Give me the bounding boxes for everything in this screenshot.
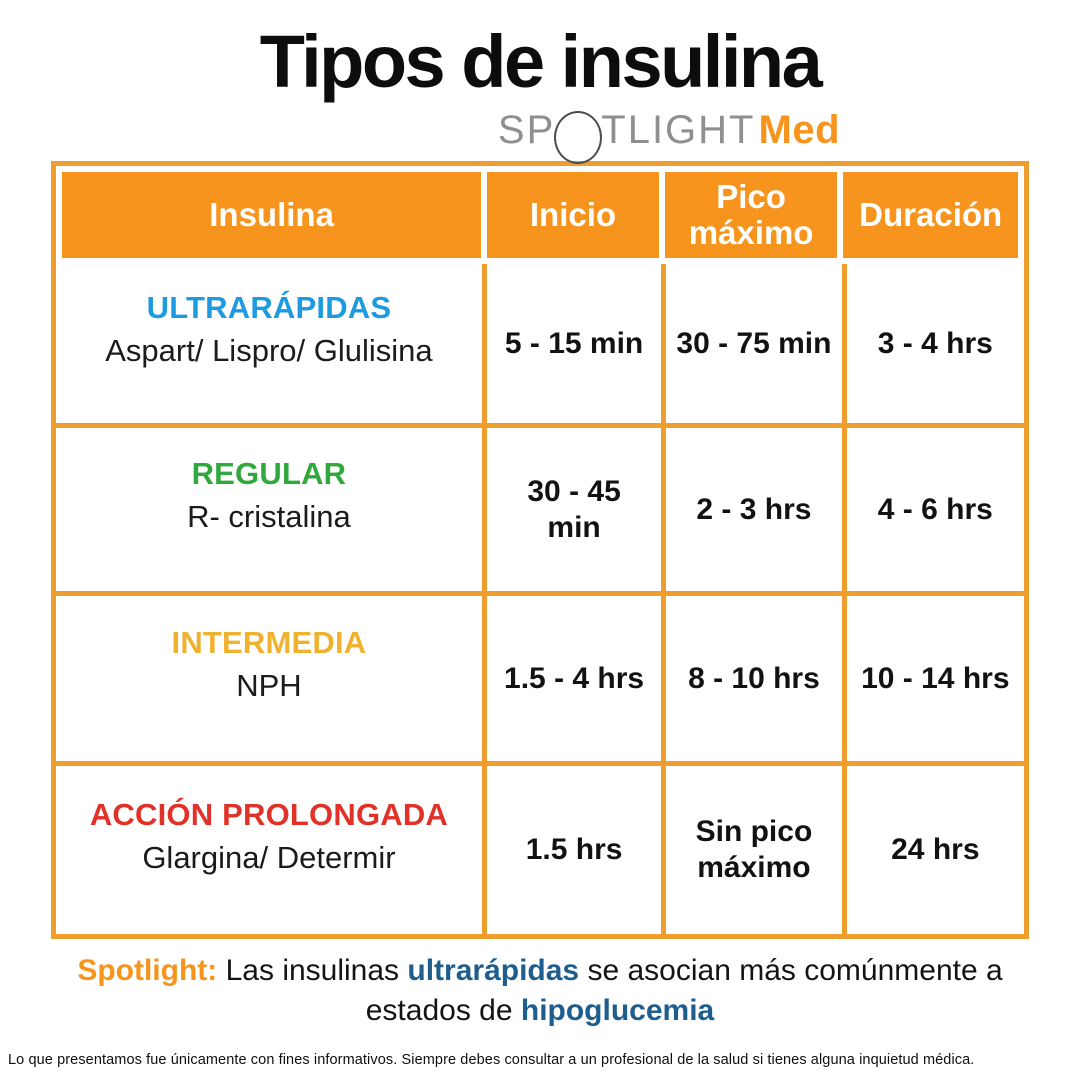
table-cell: 10 - 14 hrs	[846, 596, 1024, 762]
disclaimer-text: Lo que presentamos fue únicamente con fi…	[8, 1052, 975, 1068]
pico-maximo-value: 8 - 10 hrs	[688, 661, 820, 695]
inicio-value: 1.5 hrs	[525, 833, 623, 867]
note-highlight-ultrarapidas: ultrarápidas	[407, 954, 580, 988]
logo-text-after: TLIGHT	[601, 108, 756, 152]
table-cell: 30 - 75 min	[666, 264, 842, 424]
insulin-type-name: ACCIÓN PROLONGADA	[89, 796, 449, 832]
header-duracion: Duración	[843, 172, 1018, 259]
table-cell: 1.5 - 4 hrs	[486, 596, 662, 762]
pico-maximo-value: Sin pico máximo	[695, 815, 813, 885]
header-pico-maximo: Pico máximo	[664, 172, 838, 259]
pico-maximo-value: 30 - 75 min	[676, 326, 832, 360]
table-cell: 8 - 10 hrs	[666, 596, 842, 762]
table-header-row: Insulina Inicio Pico máximo Duración	[56, 166, 1024, 265]
spotlightmed-logo: SP TLIGHT Med	[497, 104, 840, 164]
page-title: Tipos de insulina	[259, 20, 823, 103]
spotlight-label: Spotlight:	[77, 954, 218, 988]
header-inicio: Inicio	[487, 172, 659, 259]
table-cell: 24 hrs	[846, 766, 1024, 935]
table-row-ultrarapidas-name: ULTRARÁPIDAS Aspart/ Lispro/ Glulisina	[56, 264, 482, 424]
duracion-value: 4 - 6 hrs	[877, 492, 993, 526]
table-cell: 1.5 hrs	[486, 766, 662, 935]
inicio-value: 5 - 15 min	[504, 326, 644, 360]
table-row-intermedia-name: INTERMEDIA NPH	[56, 596, 482, 762]
duracion-value: 24 hrs	[891, 833, 980, 867]
pico-maximo-value: 2 - 3 hrs	[696, 492, 812, 526]
logo-text-before: SP	[497, 108, 556, 152]
table-cell: 30 - 45 min	[486, 428, 662, 592]
insulin-examples: Glargina/ Determir	[142, 839, 396, 875]
insulin-examples: Aspart/ Lispro/ Glulisina	[105, 333, 433, 369]
insulin-type-name: REGULAR	[191, 456, 347, 492]
table-cell: 4 - 6 hrs	[846, 428, 1024, 592]
insulin-examples: R- cristalina	[187, 499, 351, 535]
inicio-value: 1.5 - 4 hrs	[504, 661, 645, 695]
header-insulina: Insulina	[62, 172, 482, 259]
insulin-examples: NPH	[236, 668, 302, 704]
spotlight-note: Spotlight: Las insulinas ultrarápidas se…	[75, 951, 1005, 1030]
spotlight-lens-icon	[554, 111, 603, 164]
insulin-type-name: ULTRARÁPIDAS	[146, 290, 392, 326]
duracion-value: 3 - 4 hrs	[877, 326, 993, 360]
insulin-table: Insulina Inicio Pico máximo Duración ULT…	[51, 161, 1029, 940]
duracion-value: 10 - 14 hrs	[861, 661, 1010, 695]
note-text-1: Las insulinas	[225, 954, 400, 988]
inicio-value: 30 - 45 min	[527, 474, 621, 544]
table-body: ULTRARÁPIDAS Aspart/ Lispro/ Glulisina 5…	[56, 264, 1024, 935]
logo-brand-suffix: Med	[758, 108, 840, 152]
table-row-regular-name: REGULAR R- cristalina	[56, 428, 482, 592]
note-text-2: se asocian más comúnmente a estados de	[365, 954, 1003, 1028]
table-row-accion-prolongada-name: ACCIÓN PROLONGADA Glargina/ Determir	[56, 766, 482, 935]
table-cell: 2 - 3 hrs	[666, 428, 842, 592]
table-cell: Sin pico máximo	[666, 766, 842, 935]
insulin-type-name: INTERMEDIA	[171, 625, 367, 661]
table-cell: 3 - 4 hrs	[846, 264, 1024, 424]
table-cell: 5 - 15 min	[486, 264, 662, 424]
note-highlight-hipoglucemia: hipoglucemia	[520, 994, 715, 1028]
